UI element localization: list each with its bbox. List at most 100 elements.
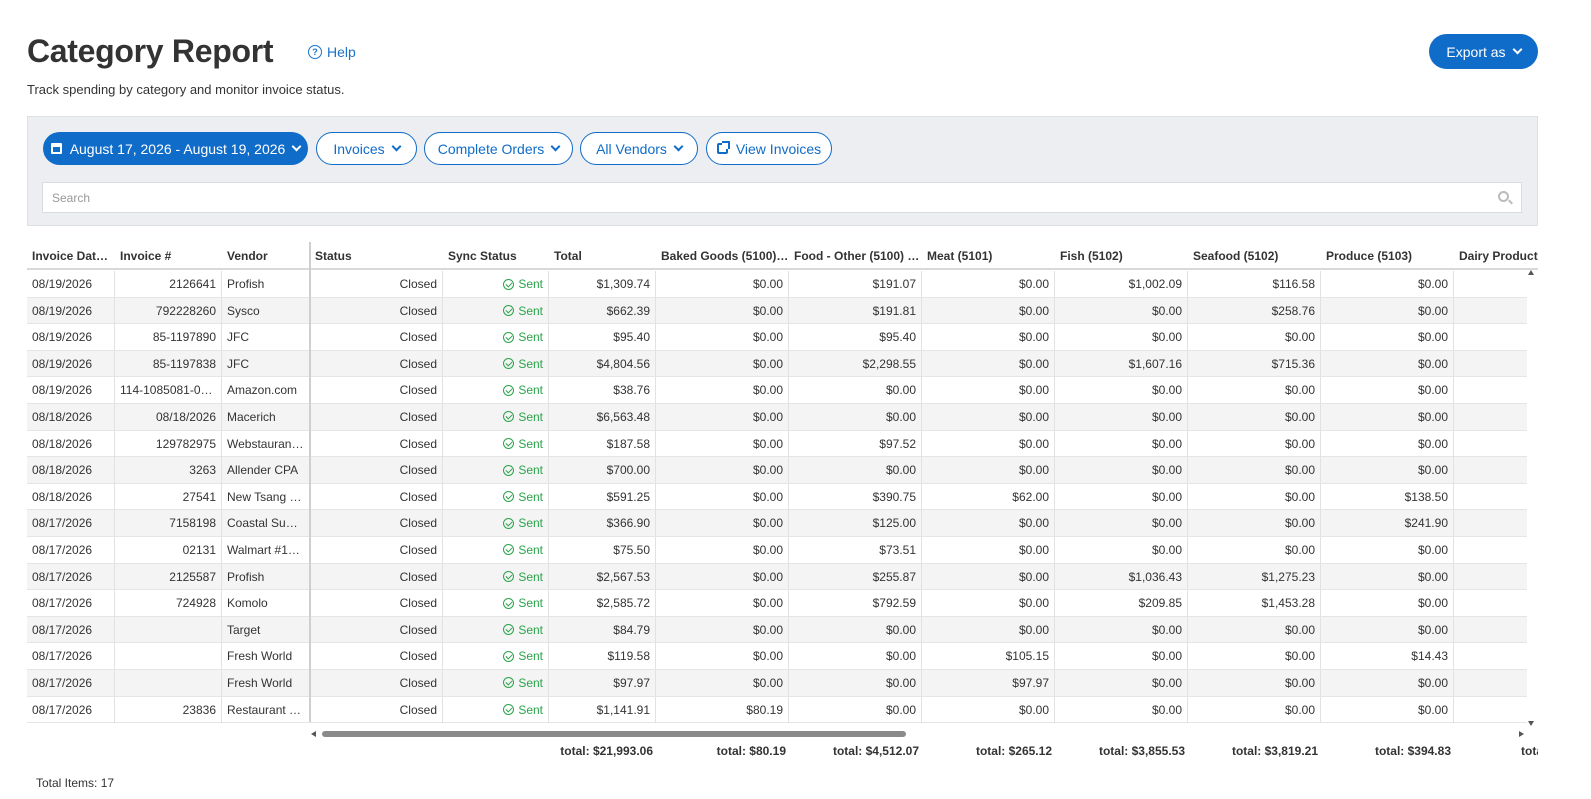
sync-status-label: Sent [518, 409, 543, 424]
cell-baked-goods: $0.00 [656, 563, 789, 590]
table-row[interactable]: 08/17/2026 Fresh World Closed Sent $119.58 $0… [27, 643, 1527, 670]
cell-produce: $0.00 [1321, 297, 1454, 324]
cell-total: $591.25 [549, 483, 656, 510]
export-label: Export as [1446, 43, 1506, 60]
cell-seafood: $0.00 [1188, 616, 1321, 643]
calendar-icon [50, 143, 62, 154]
vendors-dropdown[interactable]: All Vendors [580, 132, 698, 165]
cell-produce: $0.00 [1321, 590, 1454, 617]
cell-invoice-number: 23836 [115, 696, 222, 723]
cell-sync-status: Sent [443, 377, 549, 404]
help-link[interactable]: ? Help [308, 44, 356, 60]
column-header-produce[interactable]: Produce (5103) [1326, 249, 1413, 263]
table-row[interactable]: 08/18/2026 129782975 Webstaurant… Closed Sen… [27, 430, 1527, 458]
cell-invoice-number: 724928 [115, 590, 222, 617]
order-status-dropdown[interactable]: Complete Orders [424, 132, 573, 165]
table-row[interactable]: 08/17/2026 2125587 Profish Closed Sent $2,567… [27, 563, 1527, 591]
cell-sync-status: Sent [443, 271, 549, 297]
cell-fish: $0.00 [1055, 510, 1188, 537]
scroll-right-icon[interactable] [1519, 731, 1524, 737]
scroll-left-icon[interactable] [311, 731, 316, 737]
cell-seafood: $0.00 [1188, 430, 1321, 457]
column-header-invoice-date[interactable]: Invoice Dat… [32, 249, 109, 263]
cell-fish: $1,036.43 [1055, 563, 1188, 590]
column-header-dairy[interactable]: Dairy Product [1459, 249, 1538, 263]
column-header-meat[interactable]: Meat (5101) [927, 249, 993, 263]
scroll-up-icon[interactable] [1528, 270, 1534, 275]
cell-food-other: $0.00 [789, 696, 922, 723]
cell-sync-status: Sent [443, 590, 549, 617]
cell-total: $187.58 [549, 430, 656, 457]
cell-invoice-number: 2126641 [115, 271, 222, 297]
search-input[interactable] [43, 183, 1521, 212]
table-row[interactable]: 08/17/2026 7158198 Coastal Sun… Closed Sent $… [27, 510, 1527, 537]
column-header-baked-goods[interactable]: Baked Goods (5100)… [661, 249, 789, 263]
cell-invoice-number: 2125587 [115, 563, 222, 590]
cell-status: Closed [310, 510, 443, 537]
cell-fish: $0.00 [1055, 297, 1188, 324]
column-header-food-other[interactable]: Food - Other (5100) … [794, 249, 920, 263]
horizontal-scrollbar[interactable] [311, 729, 1524, 739]
column-header-fish[interactable]: Fish (5102) [1060, 249, 1123, 263]
table-row[interactable]: 08/18/2026 3263 Allender CPA Closed Sent $700… [27, 457, 1527, 484]
cell-invoice-date: 08/17/2026 [27, 643, 115, 670]
table-row[interactable]: 08/17/2026 Fresh World Closed Sent $97.97 $0.… [27, 669, 1527, 697]
invoice-type-dropdown[interactable]: Invoices [316, 132, 417, 165]
table-row[interactable]: 08/19/2026 85-1197890 JFC Closed Sent $95.40 $… [27, 324, 1527, 351]
cell-baked-goods: $80.19 [656, 696, 789, 723]
scroll-down-icon[interactable] [1528, 721, 1534, 726]
export-as-button[interactable]: Export as [1429, 34, 1538, 69]
column-header-sync-status[interactable]: Sync Status [448, 249, 517, 263]
help-circle-icon: ? [308, 45, 322, 59]
cell-produce: $0.00 [1321, 324, 1454, 351]
table-row[interactable]: 08/17/2026 Target Closed Sent $84.79 $0.00 $0.… [27, 616, 1527, 644]
scrollbar-thumb[interactable] [322, 731, 906, 737]
cell-total: $84.79 [549, 616, 656, 643]
column-header-seafood[interactable]: Seafood (5102) [1193, 249, 1279, 263]
column-header-invoice-number[interactable]: Invoice # [120, 249, 172, 263]
cell-vendor: JFC [222, 324, 310, 351]
cell-total: $6,563.48 [549, 403, 656, 430]
vertical-scrollbar[interactable] [1526, 270, 1538, 726]
cell-meat: $0.00 [922, 403, 1055, 430]
total-items-count: Total Items: 17 [36, 776, 115, 790]
sync-status-label: Sent [518, 702, 543, 717]
cell-sync-status: Sent [443, 350, 549, 377]
date-range-label: August 17, 2026 - August 19, 2026 [69, 140, 286, 157]
sync-status-label: Sent [518, 436, 543, 451]
check-circle-icon [503, 571, 515, 583]
table-row[interactable]: 08/19/2026 114-1085081-04… Amazon.com Close… [27, 377, 1527, 404]
sync-status-label: Sent [518, 649, 543, 664]
column-total: total: $3,855.53 [1098, 744, 1185, 758]
cell-fish: $0.00 [1055, 457, 1188, 484]
search-icon[interactable] [1498, 191, 1509, 202]
table-row[interactable]: 08/19/2026 792228260 Sysco Closed Sent $662.3… [27, 297, 1527, 325]
cell-food-other: $125.00 [789, 510, 922, 537]
cell-invoice-number: 3263 [115, 457, 222, 484]
cell-produce: $0.00 [1321, 377, 1454, 404]
table-row[interactable]: 08/18/2026 08/18/2026 Macerich Closed Sent $6… [27, 403, 1527, 431]
view-invoices-button[interactable]: View Invoices [706, 132, 832, 165]
table-row[interactable]: 08/17/2026 23836 Restaurant … Closed Sent $1,… [27, 696, 1527, 724]
table-row[interactable]: 08/19/2026 85-1197838 JFC Closed Sent $4,804.… [27, 350, 1527, 378]
cell-total: $1,309.74 [549, 271, 656, 297]
table-row[interactable]: 08/18/2026 27541 New Tsang … Closed Sent $591… [27, 483, 1527, 511]
cell-sync-status: Sent [443, 563, 549, 590]
cell-seafood: $0.00 [1188, 696, 1321, 723]
table-row[interactable]: 08/17/2026 724928 Komolo Closed Sent $2,585.7… [27, 590, 1527, 617]
table-row[interactable]: 08/17/2026 02131 Walmart #1469 Closed Sent $7… [27, 536, 1527, 564]
table-row[interactable]: 08/19/2026 2126641 Profish Closed Sent $1,309… [27, 271, 1527, 298]
cell-produce: $138.50 [1321, 483, 1454, 510]
cell-meat: $0.00 [922, 563, 1055, 590]
cell-vendor: Restaurant … [222, 696, 310, 723]
chevron-down-icon [673, 141, 684, 152]
cell-vendor: Profish [222, 271, 310, 297]
cell-status: Closed [310, 350, 443, 377]
column-header-total[interactable]: Total [554, 249, 582, 263]
column-header-status[interactable]: Status [315, 249, 352, 263]
cell-fish: $0.00 [1055, 669, 1188, 696]
date-range-button[interactable]: August 17, 2026 - August 19, 2026 [43, 132, 308, 165]
column-header-vendor[interactable]: Vendor [227, 249, 268, 263]
cell-fish: $0.00 [1055, 696, 1188, 723]
cell-invoice-number: 114-1085081-04… [115, 377, 222, 404]
